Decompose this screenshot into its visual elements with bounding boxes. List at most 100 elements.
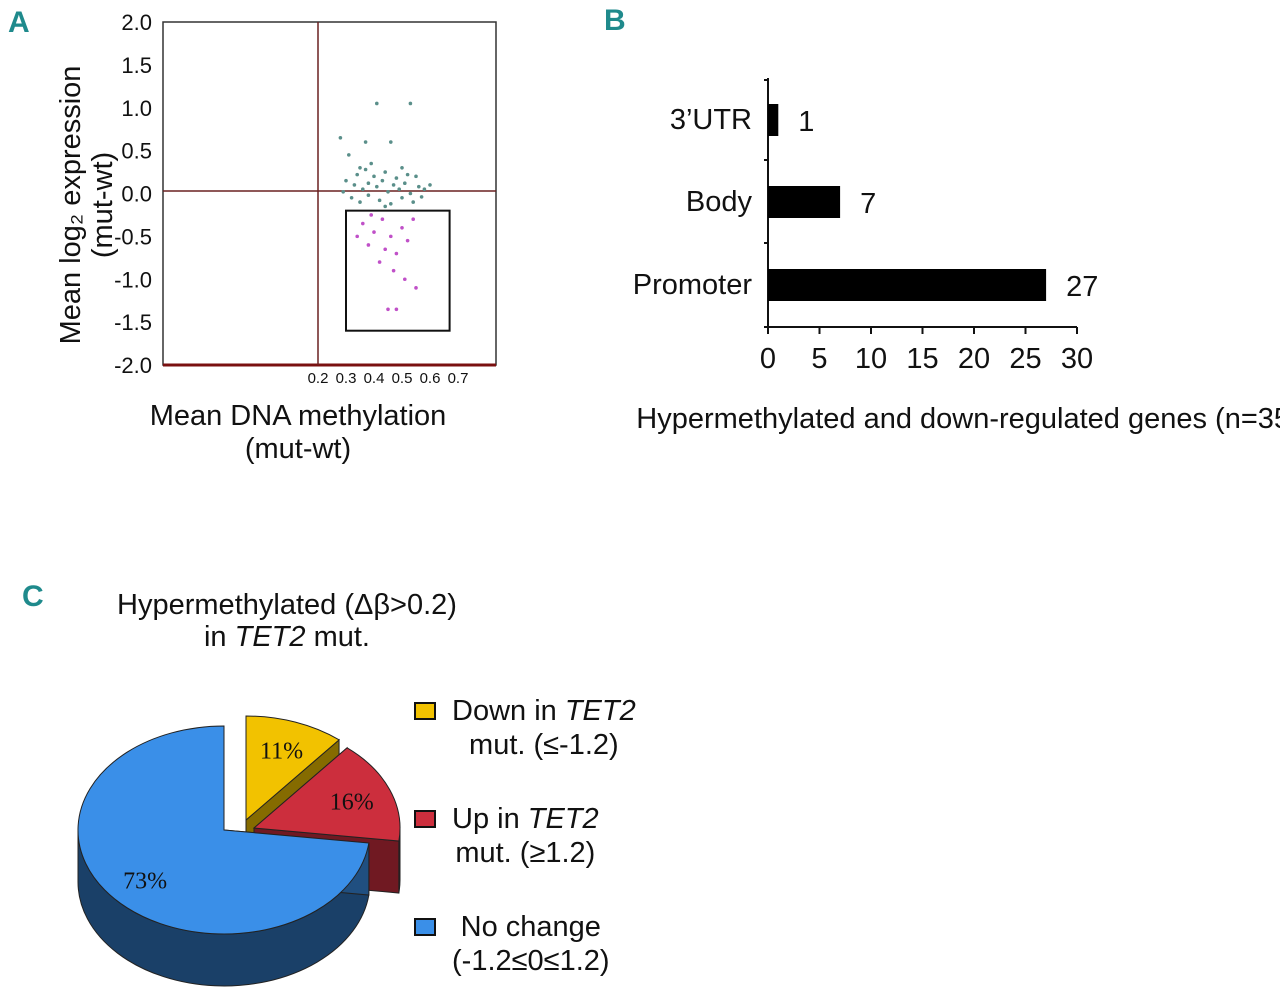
data-point xyxy=(372,174,376,179)
legend-down-gene: TET2 xyxy=(564,695,636,727)
x-tick-label: 10 xyxy=(855,343,887,375)
data-point xyxy=(414,174,418,179)
x-tick-label: 15 xyxy=(906,343,938,375)
data-point xyxy=(394,307,399,312)
data-point xyxy=(363,140,368,144)
bar-chart-panel: 3’UTR 1 Body 7 Promoter 27 0 5 10 15 20 25 30 Hyper… xyxy=(633,78,1280,435)
data-point xyxy=(383,170,388,174)
x-tick-label: 0.5 xyxy=(392,370,413,387)
data-point xyxy=(375,184,379,189)
data-point xyxy=(372,230,376,234)
data-point xyxy=(400,226,404,230)
legend-text-no-change: No change (-1.2≤0≤1.2) xyxy=(452,910,610,978)
bar-category-label: Body xyxy=(686,186,753,218)
bar xyxy=(768,186,841,218)
bar xyxy=(768,269,1047,301)
x-tick-label: 0.4 xyxy=(364,370,385,387)
x-axis-label-line-1: Mean DNA methylation xyxy=(150,400,447,432)
legend-item-down: Down in TET2 mut. (≤-1.2) xyxy=(414,694,636,762)
panel-c-label: C xyxy=(22,580,44,613)
panel-b-label: B xyxy=(604,4,626,37)
pie-slice xyxy=(77,725,370,935)
data-point xyxy=(411,217,416,222)
data-point xyxy=(422,187,427,192)
data-point xyxy=(361,221,365,226)
data-point xyxy=(347,153,351,157)
y-tick-label: 2.0 xyxy=(121,10,152,35)
data-point xyxy=(377,260,382,264)
data-point xyxy=(369,213,374,217)
data-point xyxy=(366,243,371,247)
data-point xyxy=(411,200,416,204)
data-point xyxy=(341,189,346,194)
x-tick-label: 0.3 xyxy=(336,370,357,387)
x-axis-label-line-2: (mut-wt) xyxy=(245,433,351,465)
bar-x-axis-label: Hypermethylated and down-regulated genes… xyxy=(636,403,1280,435)
data-point xyxy=(405,238,410,243)
legend-up-gene: TET2 xyxy=(527,803,599,835)
data-point xyxy=(352,183,357,187)
y-tick-label: -2.0 xyxy=(114,353,152,378)
y-tick-label: -1.5 xyxy=(114,310,152,335)
y-tick-label: 1.5 xyxy=(121,53,152,78)
data-point xyxy=(363,167,368,172)
data-point xyxy=(358,200,362,204)
data-point xyxy=(405,172,410,177)
highlight-box xyxy=(345,209,451,332)
data-point xyxy=(389,234,393,239)
data-point xyxy=(419,195,424,199)
pie-slice-label: 11% xyxy=(260,739,303,765)
data-point xyxy=(389,140,393,144)
data-point xyxy=(383,204,388,209)
data-point xyxy=(377,198,382,203)
panel-a-label: A xyxy=(8,6,30,39)
data-point xyxy=(408,101,413,106)
legend-swatch-no-change xyxy=(414,918,436,936)
pie-title-line-1: Hypermethylated (Δβ>0.2) xyxy=(117,589,457,621)
x-tick-label: 5 xyxy=(811,343,827,375)
legend-text-up: Up in TET2 mut. (≥1.2) xyxy=(452,802,599,870)
legend-item-up: Up in TET2 mut. (≥1.2) xyxy=(414,802,599,870)
x-tick-label: 20 xyxy=(958,343,990,375)
data-point xyxy=(391,268,396,273)
pie-slice xyxy=(252,747,401,842)
data-point xyxy=(358,165,362,170)
y-tick-label: -0.5 xyxy=(114,224,152,249)
pie-slice-label: 73% xyxy=(123,869,167,895)
legend-swatch-down xyxy=(414,702,436,720)
data-point xyxy=(414,286,418,290)
data-point xyxy=(355,234,360,239)
data-point xyxy=(400,195,404,200)
data-point xyxy=(380,178,385,183)
data-point xyxy=(344,178,348,183)
data-point xyxy=(369,161,374,166)
bar-category-label: Promoter xyxy=(633,269,753,301)
pie-slice-label: 16% xyxy=(330,789,374,815)
data-point xyxy=(391,183,396,187)
data-point xyxy=(361,187,365,192)
legend-item-no-change: No change (-1.2≤0≤1.2) xyxy=(414,910,610,978)
data-point xyxy=(338,135,343,140)
data-point xyxy=(389,201,393,206)
y-tick-label: 0.0 xyxy=(121,182,152,207)
legend-down-threshold: mut. (≤-1.2) xyxy=(469,729,619,761)
data-point xyxy=(403,181,407,186)
y-axis-label-line-1: Mean log₂ expression xyxy=(55,66,87,345)
legend-up-threshold: mut. (≥1.2) xyxy=(455,837,596,869)
data-point xyxy=(403,277,407,282)
legend-no-change-range: (-1.2≤0≤1.2) xyxy=(452,945,610,977)
data-point xyxy=(380,217,385,222)
y-tick-label: 0.5 xyxy=(121,139,152,164)
pie-slice xyxy=(245,715,340,822)
data-point xyxy=(349,195,354,200)
y-tick-label: -1.0 xyxy=(114,267,152,292)
bar xyxy=(768,104,779,136)
bar-category-label: 3’UTR xyxy=(670,104,752,136)
data-point xyxy=(386,307,390,312)
legend-swatch-up xyxy=(414,810,436,828)
data-point xyxy=(408,191,413,196)
data-point xyxy=(366,181,371,186)
pie-chart-panel: Hypermethylated (Δβ>0.2) in TET2 mut. 11… xyxy=(77,589,457,987)
x-tick-label: 0 xyxy=(760,343,776,375)
